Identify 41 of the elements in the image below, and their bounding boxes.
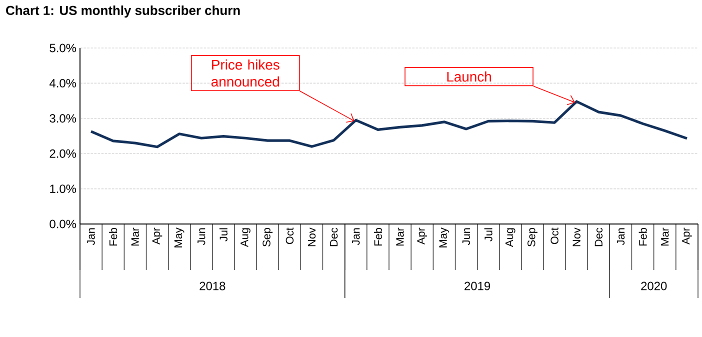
x-tick-label: Jul [484,228,492,242]
x-tick-label: Apr [682,228,692,245]
x-tick-label: Jun [462,228,470,246]
x-tick-label: Aug [240,228,250,247]
x-tick-label: Feb [374,228,382,246]
x-tick-label: Jul [219,228,228,242]
y-tick-label: 0.0% [50,220,76,228]
x-tick-label: Oct [286,228,294,244]
x-tick-label: Nov [308,228,316,246]
text: 2020 [641,282,667,290]
x-tick-label: Jan [616,228,625,246]
x-tick-label: Feb [638,228,647,246]
annotation: Price hikes announced [211,59,280,87]
y-tick-label: 5.0% [50,44,76,52]
text: 2018 [200,282,226,290]
chart-title: Chart 1: US monthly subscriber churn [6,6,240,18]
x-tick-label: Apr [417,228,428,245]
y-tick-label: 2.0% [50,149,76,158]
x-tick-label: Aug [506,228,516,247]
text: 2019 [464,282,490,290]
x-tick-label: Sep [528,228,538,247]
x-tick-label: Jun [198,228,206,246]
x-tick-label: Jan [87,228,95,246]
line-series [90,100,688,148]
y-tick-label: 1.0% [50,184,76,194]
x-tick-label: Mar [396,228,404,246]
x-tick-label: Dec [594,228,603,246]
x-tick-label: Apr [152,228,162,245]
y-tick-label: 3.0% [50,114,76,123]
x-tick-label: Mar [661,228,669,246]
x-tick-label: Jan [352,228,360,246]
x-tick-label: May [174,228,184,248]
annotation: Launch [447,71,491,82]
x-tick-label: May [439,228,450,248]
x-tick-label: Oct [550,228,558,244]
x-tick-label: Dec [330,228,338,246]
x-tick-label: Mar [131,228,140,246]
x-tick-label: Sep [262,228,273,247]
y-tick-label: 4.0% [50,78,76,88]
x-tick-label: Feb [109,228,118,246]
x-tick-label: Nov [572,228,580,246]
